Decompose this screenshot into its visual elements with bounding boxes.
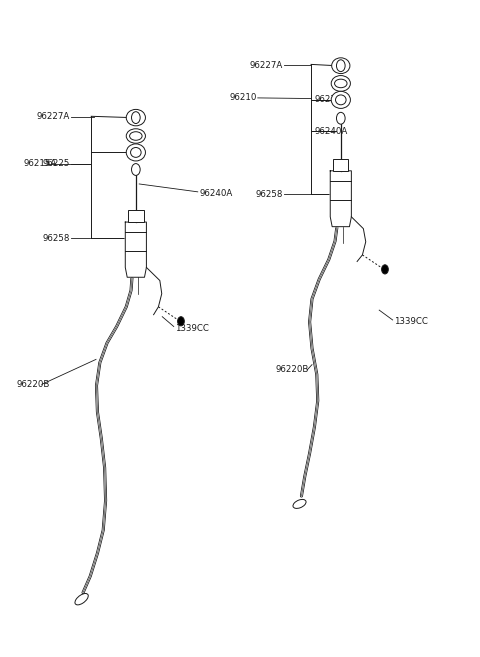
Ellipse shape — [126, 129, 145, 143]
Ellipse shape — [335, 79, 347, 87]
Ellipse shape — [331, 91, 350, 108]
Text: 96225: 96225 — [314, 95, 342, 104]
Text: 96215A: 96215A — [24, 159, 57, 168]
Text: 96240A: 96240A — [314, 127, 348, 136]
Bar — [128, 210, 144, 222]
Ellipse shape — [126, 144, 145, 161]
Ellipse shape — [75, 593, 88, 605]
Text: 1339CC: 1339CC — [175, 324, 209, 333]
Bar — [333, 159, 348, 171]
Text: 96258: 96258 — [255, 190, 283, 199]
Ellipse shape — [331, 76, 350, 91]
Polygon shape — [125, 222, 146, 277]
Ellipse shape — [126, 110, 145, 126]
Text: 96210: 96210 — [229, 93, 257, 102]
Text: 96220B: 96220B — [276, 365, 310, 374]
Text: 96227A: 96227A — [250, 60, 283, 70]
Circle shape — [132, 112, 140, 124]
Text: 96220B: 96220B — [17, 380, 50, 389]
Text: 96258: 96258 — [42, 234, 70, 243]
Circle shape — [336, 60, 345, 72]
Text: 96225: 96225 — [42, 159, 70, 168]
Circle shape — [382, 265, 388, 274]
Text: 96227A: 96227A — [36, 112, 70, 122]
Ellipse shape — [332, 58, 350, 74]
Ellipse shape — [293, 499, 306, 509]
Ellipse shape — [131, 148, 141, 158]
Circle shape — [132, 164, 140, 175]
Polygon shape — [330, 171, 351, 227]
Ellipse shape — [336, 95, 346, 105]
Ellipse shape — [130, 132, 142, 141]
Circle shape — [178, 317, 184, 326]
Text: 96240A: 96240A — [199, 189, 232, 198]
Text: 1339CC: 1339CC — [394, 317, 428, 327]
Circle shape — [336, 112, 345, 124]
